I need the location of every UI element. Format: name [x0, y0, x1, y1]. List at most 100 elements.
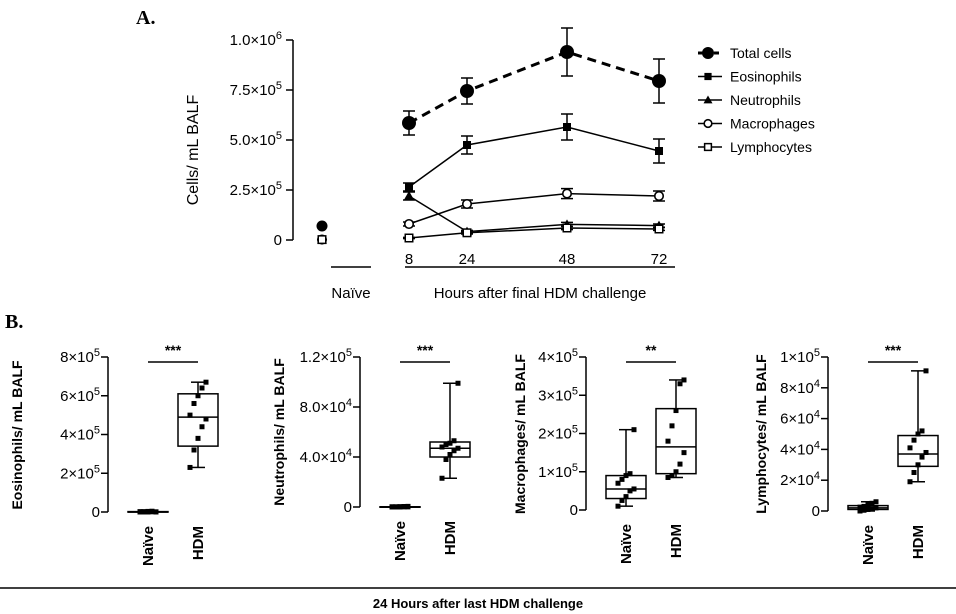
- data-point: [677, 381, 683, 387]
- box-plot-y-tick-label: 8×105: [60, 347, 100, 366]
- panel-a-y-axis-title: Cells/ mL BALF: [185, 95, 202, 206]
- data-point: [627, 471, 633, 477]
- data-point: [439, 444, 445, 450]
- panel-a-y-tick-label-base: 0: [274, 232, 282, 249]
- significance-label: **: [646, 342, 657, 358]
- data-point: [915, 431, 921, 437]
- legend-label-total-cells: Total cells: [730, 45, 791, 61]
- significance-label: ***: [165, 342, 182, 358]
- series-macrophages: [316, 187, 665, 245]
- panel-a-y-tick-label: 2.5×105: [230, 180, 282, 199]
- data-point-eosinophils: [405, 183, 413, 191]
- panel-a-y-tick-label-base: 5.0×10: [230, 132, 276, 149]
- data-point-eosinophils: [463, 141, 471, 149]
- legend-marker-macrophages: [703, 118, 713, 129]
- data-point-lymphocytes: [562, 223, 572, 233]
- panel-a-y-tick-label: 7.5×105: [230, 80, 282, 99]
- legend-marker-lymphocytes: [703, 142, 713, 152]
- data-point-macrophages: [461, 198, 473, 210]
- panel-b-label: B.: [5, 311, 23, 333]
- data-point: [149, 508, 155, 514]
- box-group-hdm: HDM: [429, 380, 471, 555]
- legend-marker-total-cells: [702, 47, 714, 59]
- box-plot-3: Macrophages/ mL BALF 01×1052×1053×1054×10…: [512, 342, 697, 564]
- box-plot-y-tick-label: 2×105: [538, 424, 578, 443]
- box-plot-y-tick-label-exp: 5: [572, 462, 578, 474]
- data-point: [665, 474, 671, 480]
- data-point: [923, 368, 929, 374]
- box-plot-y-tick-label: 8×104: [780, 378, 820, 397]
- panel-a-x-tick-label: 8: [405, 251, 413, 268]
- data-point: [443, 442, 449, 447]
- series-neutrophils: [317, 191, 665, 244]
- box-plot-y-tick-label-exp: 5: [572, 347, 578, 359]
- data-point: [873, 499, 879, 505]
- series-line-neutrophils: [408, 195, 660, 233]
- data-point-macrophages: [403, 218, 415, 230]
- panel-a-label: A.: [136, 7, 155, 29]
- data-point: [619, 497, 625, 503]
- data-point: [627, 488, 633, 494]
- data-point: [615, 480, 621, 486]
- panel-a-x-tick-label: 72: [651, 251, 668, 268]
- data-point: [447, 452, 453, 457]
- legend-marker-neutrophils: [703, 95, 713, 104]
- data-point: [455, 445, 461, 451]
- data-point-macrophages: [653, 190, 665, 202]
- legend-label-lymphocytes: Lymphocytes: [730, 139, 812, 155]
- data-point: [681, 450, 687, 456]
- data-point: [869, 506, 875, 512]
- data-point-total-cells: [560, 45, 574, 59]
- panel-a-legend: Total cells Eosinophils Neutrophils Macroph…: [698, 45, 815, 155]
- panel-b: B. Eosinophils/ mL BALF 0 2×105 4×105 6×10 5 8…: [0, 311, 956, 611]
- data-point-eosinophils: [655, 147, 663, 155]
- series-line-total-cells: [408, 50, 660, 125]
- box-plot-y-axis-title: Eosinophils/ mL BALF: [9, 360, 25, 510]
- data-point-total-cells: [460, 84, 474, 98]
- data-point: [439, 475, 445, 481]
- panel-a-y-tick-label-base: 2.5×10: [230, 182, 276, 199]
- data-point: [907, 479, 913, 485]
- box-plot-y-tick-label: 3×105: [538, 385, 578, 404]
- panel-a-y-tick-label-base: 1.0×10: [230, 32, 276, 49]
- legend-marker-eosinophils: [704, 72, 712, 81]
- data-point: [857, 508, 863, 514]
- data-point: [861, 507, 867, 513]
- data-point: [869, 500, 875, 506]
- box-plot-y-axis-title: Macrophages/ mL BALF: [512, 354, 528, 514]
- panel-a-series: [316, 27, 666, 245]
- data-point: [919, 428, 925, 434]
- box-plot-y-tick-label-base: 6×10: [780, 411, 814, 428]
- box: [655, 407, 697, 475]
- panel-b-plots: Eosinophils/ mL BALF 0 2×105 4×105 6×10 5 8×10…: [9, 342, 939, 566]
- panel-a-y-tick-label-exp: 5: [276, 80, 282, 92]
- box-plot-y-tick-label-base: 0: [812, 503, 820, 520]
- box-group-nave: Naïve: [127, 508, 169, 566]
- box-plot-2: Neutrophils/ mL BALF04.0×1048.0×1041.2×1…: [271, 342, 471, 561]
- data-point: [631, 486, 637, 492]
- box-plot-y-tick-label: 1×105: [538, 462, 578, 481]
- series-line-eosinophils: [408, 126, 660, 188]
- box-group-nave: Naïve: [379, 503, 421, 561]
- footer-label: 24 Hours after last HDM challenge: [373, 596, 583, 611]
- naive-point-total-cells: [316, 220, 328, 232]
- data-point-lymphocytes: [654, 224, 664, 234]
- data-point: [153, 509, 159, 515]
- box-plot-y-tick-label: 4×105: [538, 347, 578, 366]
- group-label: HDM: [668, 524, 685, 558]
- panel-a-x-ticks: 8 24 48 72: [405, 251, 668, 268]
- data-point: [451, 438, 457, 444]
- box-plot-y-tick-label-exp: 5: [572, 424, 578, 436]
- data-point: [911, 437, 917, 443]
- box-group-hdm: HDM: [177, 379, 219, 560]
- group-label: Naïve: [618, 524, 635, 564]
- box-plot-y-tick-label-exp: 4: [346, 447, 352, 459]
- group-label: Naïve: [140, 526, 157, 566]
- data-point: [455, 380, 461, 386]
- data-point: [865, 506, 871, 512]
- legend-label-neutrophils: Neutrophils: [730, 92, 801, 108]
- box-plot-y-tick-label-base: 6×10: [60, 388, 94, 405]
- data-point: [681, 377, 687, 383]
- box-plot-y-tick-label-exp: 4: [814, 470, 820, 482]
- box-plot-y-tick-label-base: 8×10: [60, 349, 94, 366]
